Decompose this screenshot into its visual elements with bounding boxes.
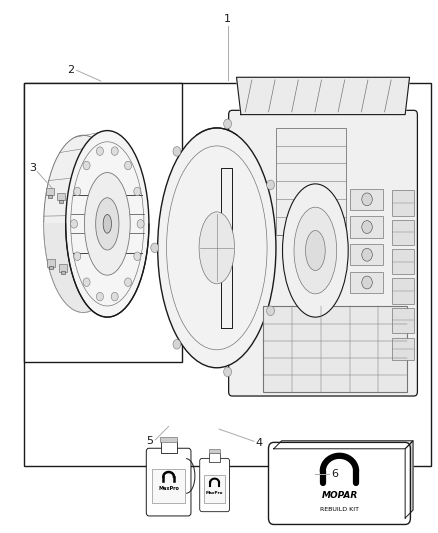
Bar [61,271,65,274]
Bar [350,244,383,265]
Bar [392,338,414,360]
Ellipse shape [294,207,337,294]
Bar [276,128,346,235]
Ellipse shape [305,230,325,271]
Bar [392,220,414,245]
Circle shape [74,252,81,261]
Circle shape [83,278,90,286]
Bar [59,264,67,272]
Ellipse shape [166,146,267,350]
Circle shape [362,248,372,261]
Polygon shape [44,224,149,317]
Circle shape [224,367,232,377]
Bar [209,449,220,453]
Ellipse shape [103,215,111,233]
Text: MaxPro: MaxPro [158,486,179,491]
Circle shape [362,221,372,233]
Polygon shape [274,441,413,449]
Bar [46,188,54,195]
FancyBboxPatch shape [200,458,230,512]
Text: 2: 2 [67,66,74,75]
Ellipse shape [66,131,149,317]
Bar [392,249,414,274]
Bar [49,266,53,269]
Ellipse shape [71,142,144,306]
Bar [263,306,407,392]
Circle shape [96,292,103,301]
Circle shape [267,180,275,190]
Bar [24,83,431,466]
Bar [48,195,52,198]
FancyBboxPatch shape [229,110,417,396]
Circle shape [111,147,118,156]
Bar [24,83,182,362]
Circle shape [173,340,181,349]
Text: MOPAR: MOPAR [321,491,357,500]
Circle shape [96,147,103,156]
Circle shape [224,119,232,128]
Bar [392,308,414,333]
Circle shape [71,220,78,228]
Ellipse shape [158,128,276,368]
Bar [59,200,63,203]
Circle shape [124,278,131,286]
Text: 3: 3 [29,163,36,173]
Circle shape [173,147,181,156]
Circle shape [137,220,144,228]
Bar [392,190,414,216]
Circle shape [151,243,159,253]
Circle shape [74,187,81,196]
Bar [350,189,383,210]
Bar [161,441,177,453]
FancyBboxPatch shape [268,442,410,524]
Circle shape [111,292,118,301]
Text: MaxPro: MaxPro [206,491,223,495]
Text: 5: 5 [146,437,153,446]
Bar [209,453,220,462]
Circle shape [83,161,90,170]
Text: 1: 1 [224,14,231,23]
Bar [152,469,185,503]
Circle shape [134,187,141,196]
Polygon shape [405,441,413,518]
Circle shape [134,252,141,261]
Ellipse shape [44,135,123,312]
Text: 4: 4 [256,439,263,448]
Bar [204,475,225,503]
Ellipse shape [199,212,235,284]
Bar [160,437,177,442]
Ellipse shape [95,198,119,250]
Bar [392,278,414,304]
Bar [47,259,55,266]
Circle shape [362,193,372,206]
Polygon shape [237,77,410,115]
FancyBboxPatch shape [146,448,191,516]
Bar [350,216,383,238]
Circle shape [362,276,372,289]
Circle shape [124,161,131,170]
Polygon shape [221,168,232,328]
Circle shape [267,306,275,316]
Ellipse shape [283,184,348,317]
Ellipse shape [85,173,130,275]
Text: 6: 6 [331,470,338,479]
Text: REBUILD KIT: REBUILD KIT [320,507,359,512]
Bar [57,193,65,200]
Bar [350,272,383,293]
